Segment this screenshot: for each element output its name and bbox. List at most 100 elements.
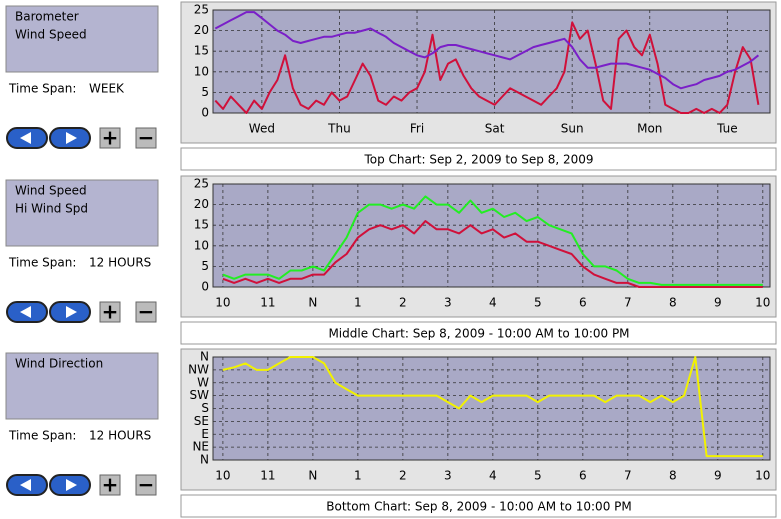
x-tick-label: 8 (669, 469, 677, 483)
caption-box (180, 494, 777, 518)
zoom-button-label: − (138, 473, 155, 497)
back-arrow (20, 132, 31, 144)
y-tick-label: N (200, 350, 209, 364)
x-tick-label: 2 (399, 296, 407, 310)
back-arrow (20, 306, 31, 318)
series-list-box (5, 5, 159, 73)
forward-arrow (66, 132, 77, 144)
zoom-button-label: + (102, 300, 119, 324)
series-line (222, 195, 763, 286)
x-tick-label: 11 (260, 296, 275, 310)
y-tick-label: E (201, 427, 209, 441)
y-tick-label: SE (194, 414, 209, 428)
x-tick-label: Sun (561, 122, 584, 136)
y-tick-label: 15 (194, 44, 209, 58)
zoom-button[interactable] (135, 474, 157, 496)
x-tick-label: 6 (579, 296, 587, 310)
zoom-button-label: + (102, 473, 119, 497)
y-tick-label: N (200, 453, 209, 467)
series-label: Hi Wind Spd (15, 202, 88, 216)
y-tick-label: 10 (194, 64, 209, 78)
series-label: Wind Speed (15, 28, 87, 42)
x-tick-label: 2 (399, 469, 407, 483)
x-tick-label: 10 (215, 469, 230, 483)
x-tick-label: Sat (485, 122, 505, 136)
x-tick-label: 10 (755, 296, 770, 310)
caption-box (180, 321, 777, 345)
forward-arrow (66, 479, 77, 491)
series-line (214, 21, 760, 114)
y-tick-label: SW (190, 388, 210, 402)
x-tick-label: Fri (410, 122, 424, 136)
zoom-button-label: − (138, 300, 155, 324)
zoom-button[interactable] (99, 301, 121, 323)
x-tick-label: Tue (716, 122, 738, 136)
x-tick-label: Thu (327, 122, 351, 136)
zoom-button-label: − (138, 126, 155, 150)
y-tick-label: 20 (194, 23, 209, 37)
x-tick-label: 3 (444, 469, 452, 483)
x-tick-label: 4 (489, 469, 497, 483)
plot-area (212, 183, 771, 288)
x-tick-label: 7 (624, 296, 632, 310)
series-list-box (5, 179, 159, 247)
x-tick-label: 8 (669, 296, 677, 310)
y-tick-label: NW (188, 362, 209, 376)
x-tick-label: 10 (755, 469, 770, 483)
x-tick-label: 1 (354, 296, 362, 310)
time-span-label: Time Span: (8, 82, 76, 96)
x-tick-label: 9 (714, 296, 722, 310)
chart-caption: Bottom Chart: Sep 8, 2009 - 10:00 AM to … (326, 500, 631, 514)
zoom-button[interactable] (99, 127, 121, 149)
forward-arrow (66, 306, 77, 318)
caption-box (180, 147, 777, 171)
series-line (222, 356, 763, 458)
zoom-button[interactable] (135, 301, 157, 323)
x-tick-label: 3 (444, 296, 452, 310)
series-line (222, 220, 763, 288)
y-tick-label: W (197, 375, 209, 389)
x-tick-label: 4 (489, 296, 497, 310)
y-tick-label: 20 (194, 197, 209, 211)
series-label: Barometer (15, 10, 79, 24)
time-span-value: WEEK (89, 82, 125, 96)
x-tick-label: 9 (714, 469, 722, 483)
series-list-box (5, 352, 159, 420)
time-span-label: Time Span: (8, 256, 76, 270)
chart-caption: Top Chart: Sep 2, 2009 to Sep 8, 2009 (363, 153, 593, 167)
series-line (214, 11, 760, 90)
y-tick-label: 0 (201, 106, 209, 120)
time-span-value: 12 HOURS (89, 429, 151, 443)
y-tick-label: S (201, 401, 209, 415)
zoom-button[interactable] (135, 127, 157, 149)
series-label: Wind Speed (15, 184, 87, 198)
x-tick-label: 5 (534, 296, 542, 310)
y-tick-label: 15 (194, 218, 209, 232)
back-arrow (20, 479, 31, 491)
x-tick-label: Wed (249, 122, 275, 136)
x-tick-label: 11 (260, 469, 275, 483)
x-tick-label: 7 (624, 469, 632, 483)
y-tick-label: 10 (194, 238, 209, 252)
y-tick-label: 5 (201, 85, 209, 99)
y-tick-label: 25 (194, 177, 209, 191)
x-tick-label: 1 (354, 469, 362, 483)
y-tick-label: 5 (201, 259, 209, 273)
plot-area (212, 9, 771, 114)
x-tick-label: 10 (215, 296, 230, 310)
x-tick-label: N (308, 469, 317, 483)
chart-caption: Middle Chart: Sep 8, 2009 - 10:00 AM to … (328, 327, 629, 341)
zoom-button-label: + (102, 126, 119, 150)
y-tick-label: 25 (194, 3, 209, 17)
x-tick-label: N (308, 296, 317, 310)
x-tick-label: Mon (637, 122, 662, 136)
y-tick-label: 0 (201, 280, 209, 294)
zoom-button[interactable] (99, 474, 121, 496)
x-tick-label: 6 (579, 469, 587, 483)
x-tick-label: 5 (534, 469, 542, 483)
y-tick-label: NE (192, 440, 209, 454)
series-label: Wind Direction (15, 357, 103, 371)
time-span-value: 12 HOURS (89, 256, 151, 270)
time-span-label: Time Span: (8, 429, 76, 443)
